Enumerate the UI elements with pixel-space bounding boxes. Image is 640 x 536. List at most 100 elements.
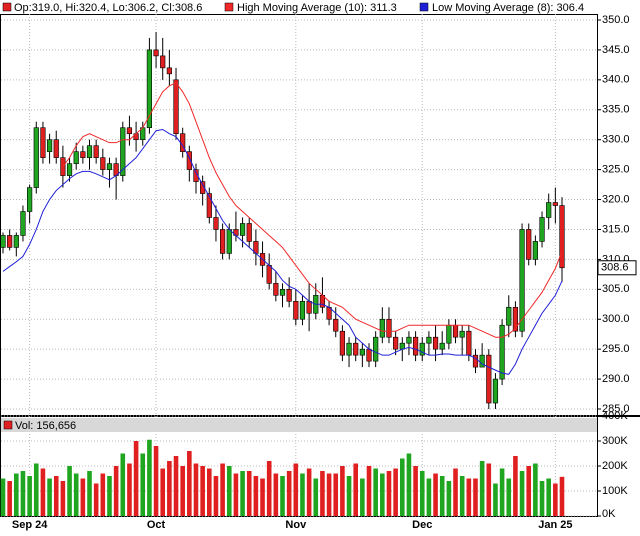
- y-tick-label: 285.0: [602, 403, 630, 415]
- candle-body: [552, 202, 558, 206]
- volume-legend-bar: [1, 418, 597, 432]
- candle-body: [20, 211, 26, 236]
- volume-bar: [153, 446, 159, 516]
- candle-body: [479, 354, 485, 368]
- candle-body: [346, 342, 352, 356]
- y-tick-label: 350.0: [602, 14, 630, 26]
- volume-bar: [27, 476, 32, 516]
- volume-bar: [433, 473, 438, 516]
- candle-body: [339, 330, 345, 356]
- volume-bar: [273, 473, 279, 516]
- candle-body: [46, 139, 53, 152]
- candle-body: [200, 181, 206, 194]
- volume-bar: [127, 463, 132, 516]
- volume-bar: [406, 453, 412, 516]
- volume-bar: [333, 473, 339, 516]
- volume-bar: [213, 476, 219, 516]
- volume-bar: [14, 473, 19, 516]
- volume-bar: [40, 468, 46, 516]
- volume-bar: [33, 463, 39, 516]
- candle-body: [452, 324, 459, 338]
- volume-bar: [413, 466, 418, 516]
- volume-bar: [380, 473, 385, 516]
- volume-bar: [459, 476, 465, 516]
- legend-label: High Moving Average (10): 311.3: [237, 2, 397, 14]
- volume-bar: [167, 461, 172, 516]
- candle-body: [512, 306, 519, 332]
- y-tick-label: 295.0: [602, 343, 630, 355]
- volume-bar: [439, 476, 445, 516]
- candle-body: [472, 354, 479, 368]
- last-price-box: [597, 260, 637, 276]
- candle-body: [126, 127, 133, 135]
- volume-bar: [446, 481, 452, 516]
- volume-bar: [393, 468, 398, 516]
- volume-bar: [260, 478, 265, 516]
- y-tick-label: 290.0: [602, 373, 630, 385]
- volume-bar: [80, 478, 86, 516]
- candle-body: [206, 193, 212, 218]
- volume-bar: [220, 463, 225, 516]
- candle-body: [73, 151, 79, 164]
- x-tick-label: Nov: [285, 519, 307, 531]
- volume-bar: [399, 458, 405, 516]
- candle-body: [506, 306, 512, 326]
- candle-body: [419, 342, 425, 356]
- volume-bar: [60, 481, 66, 516]
- x-tick-label: Dec: [412, 519, 432, 531]
- legend-swatch: [419, 2, 429, 12]
- volume-bar: [233, 473, 239, 516]
- volume-bar: [87, 471, 92, 516]
- volume-bar: [493, 483, 498, 516]
- volume-bar: [373, 468, 378, 516]
- y-tick-label: 345.0: [602, 44, 630, 56]
- volume-bar: [7, 481, 12, 516]
- volume-bar: [559, 476, 565, 516]
- volume-bar: [526, 466, 532, 516]
- volume-bar: [160, 468, 166, 516]
- y-tick-label: 300K: [602, 435, 628, 447]
- candle-body: [146, 49, 153, 129]
- volume-bar: [187, 451, 192, 516]
- candle-body: [86, 145, 93, 158]
- y-tick-label: 400K: [602, 410, 628, 422]
- candle-body: [273, 283, 279, 296]
- y-tick-label: 335.0: [602, 104, 630, 116]
- volume-bar: [326, 473, 332, 516]
- candle-body: [13, 235, 19, 248]
- grid: [1, 14, 597, 517]
- candle-body: [40, 127, 46, 158]
- candle-body: [373, 336, 379, 362]
- volume-bar: [506, 478, 512, 516]
- candle-body: [379, 318, 385, 338]
- volume-bar: [253, 476, 259, 516]
- volume-bar: [479, 461, 485, 516]
- candle-body: [93, 145, 99, 158]
- legend-label: Low Moving Average (8): 306.4: [432, 2, 584, 14]
- volume-bar: [226, 466, 232, 516]
- candle-body: [106, 163, 113, 170]
- candle-body: [499, 324, 505, 380]
- candle-body: [386, 318, 392, 338]
- candle-body: [0, 235, 6, 248]
- candle-body: [286, 289, 292, 302]
- ohlc-legend: Op:319.0, Hi:320.4, Lo:306.2, Cl:308.6: [14, 2, 202, 14]
- y-tick-label: 305.0: [602, 283, 630, 295]
- volume-bar: [499, 468, 505, 516]
- candle-body: [412, 336, 419, 356]
- volume-bar: [313, 478, 319, 516]
- volume-legend: Vol: 156,656: [15, 420, 76, 432]
- volume-bar: [0, 478, 6, 516]
- candle-body: [226, 229, 232, 254]
- volume-bar: [246, 471, 252, 516]
- volume-bar: [340, 466, 345, 516]
- candle-body: [446, 324, 452, 344]
- volume-bar: [73, 473, 79, 516]
- volume-bar: [286, 471, 292, 516]
- candle-body: [80, 151, 86, 158]
- volume-bar: [180, 466, 185, 516]
- volume-bar: [120, 453, 126, 516]
- y-tick-label: 200K: [602, 460, 628, 472]
